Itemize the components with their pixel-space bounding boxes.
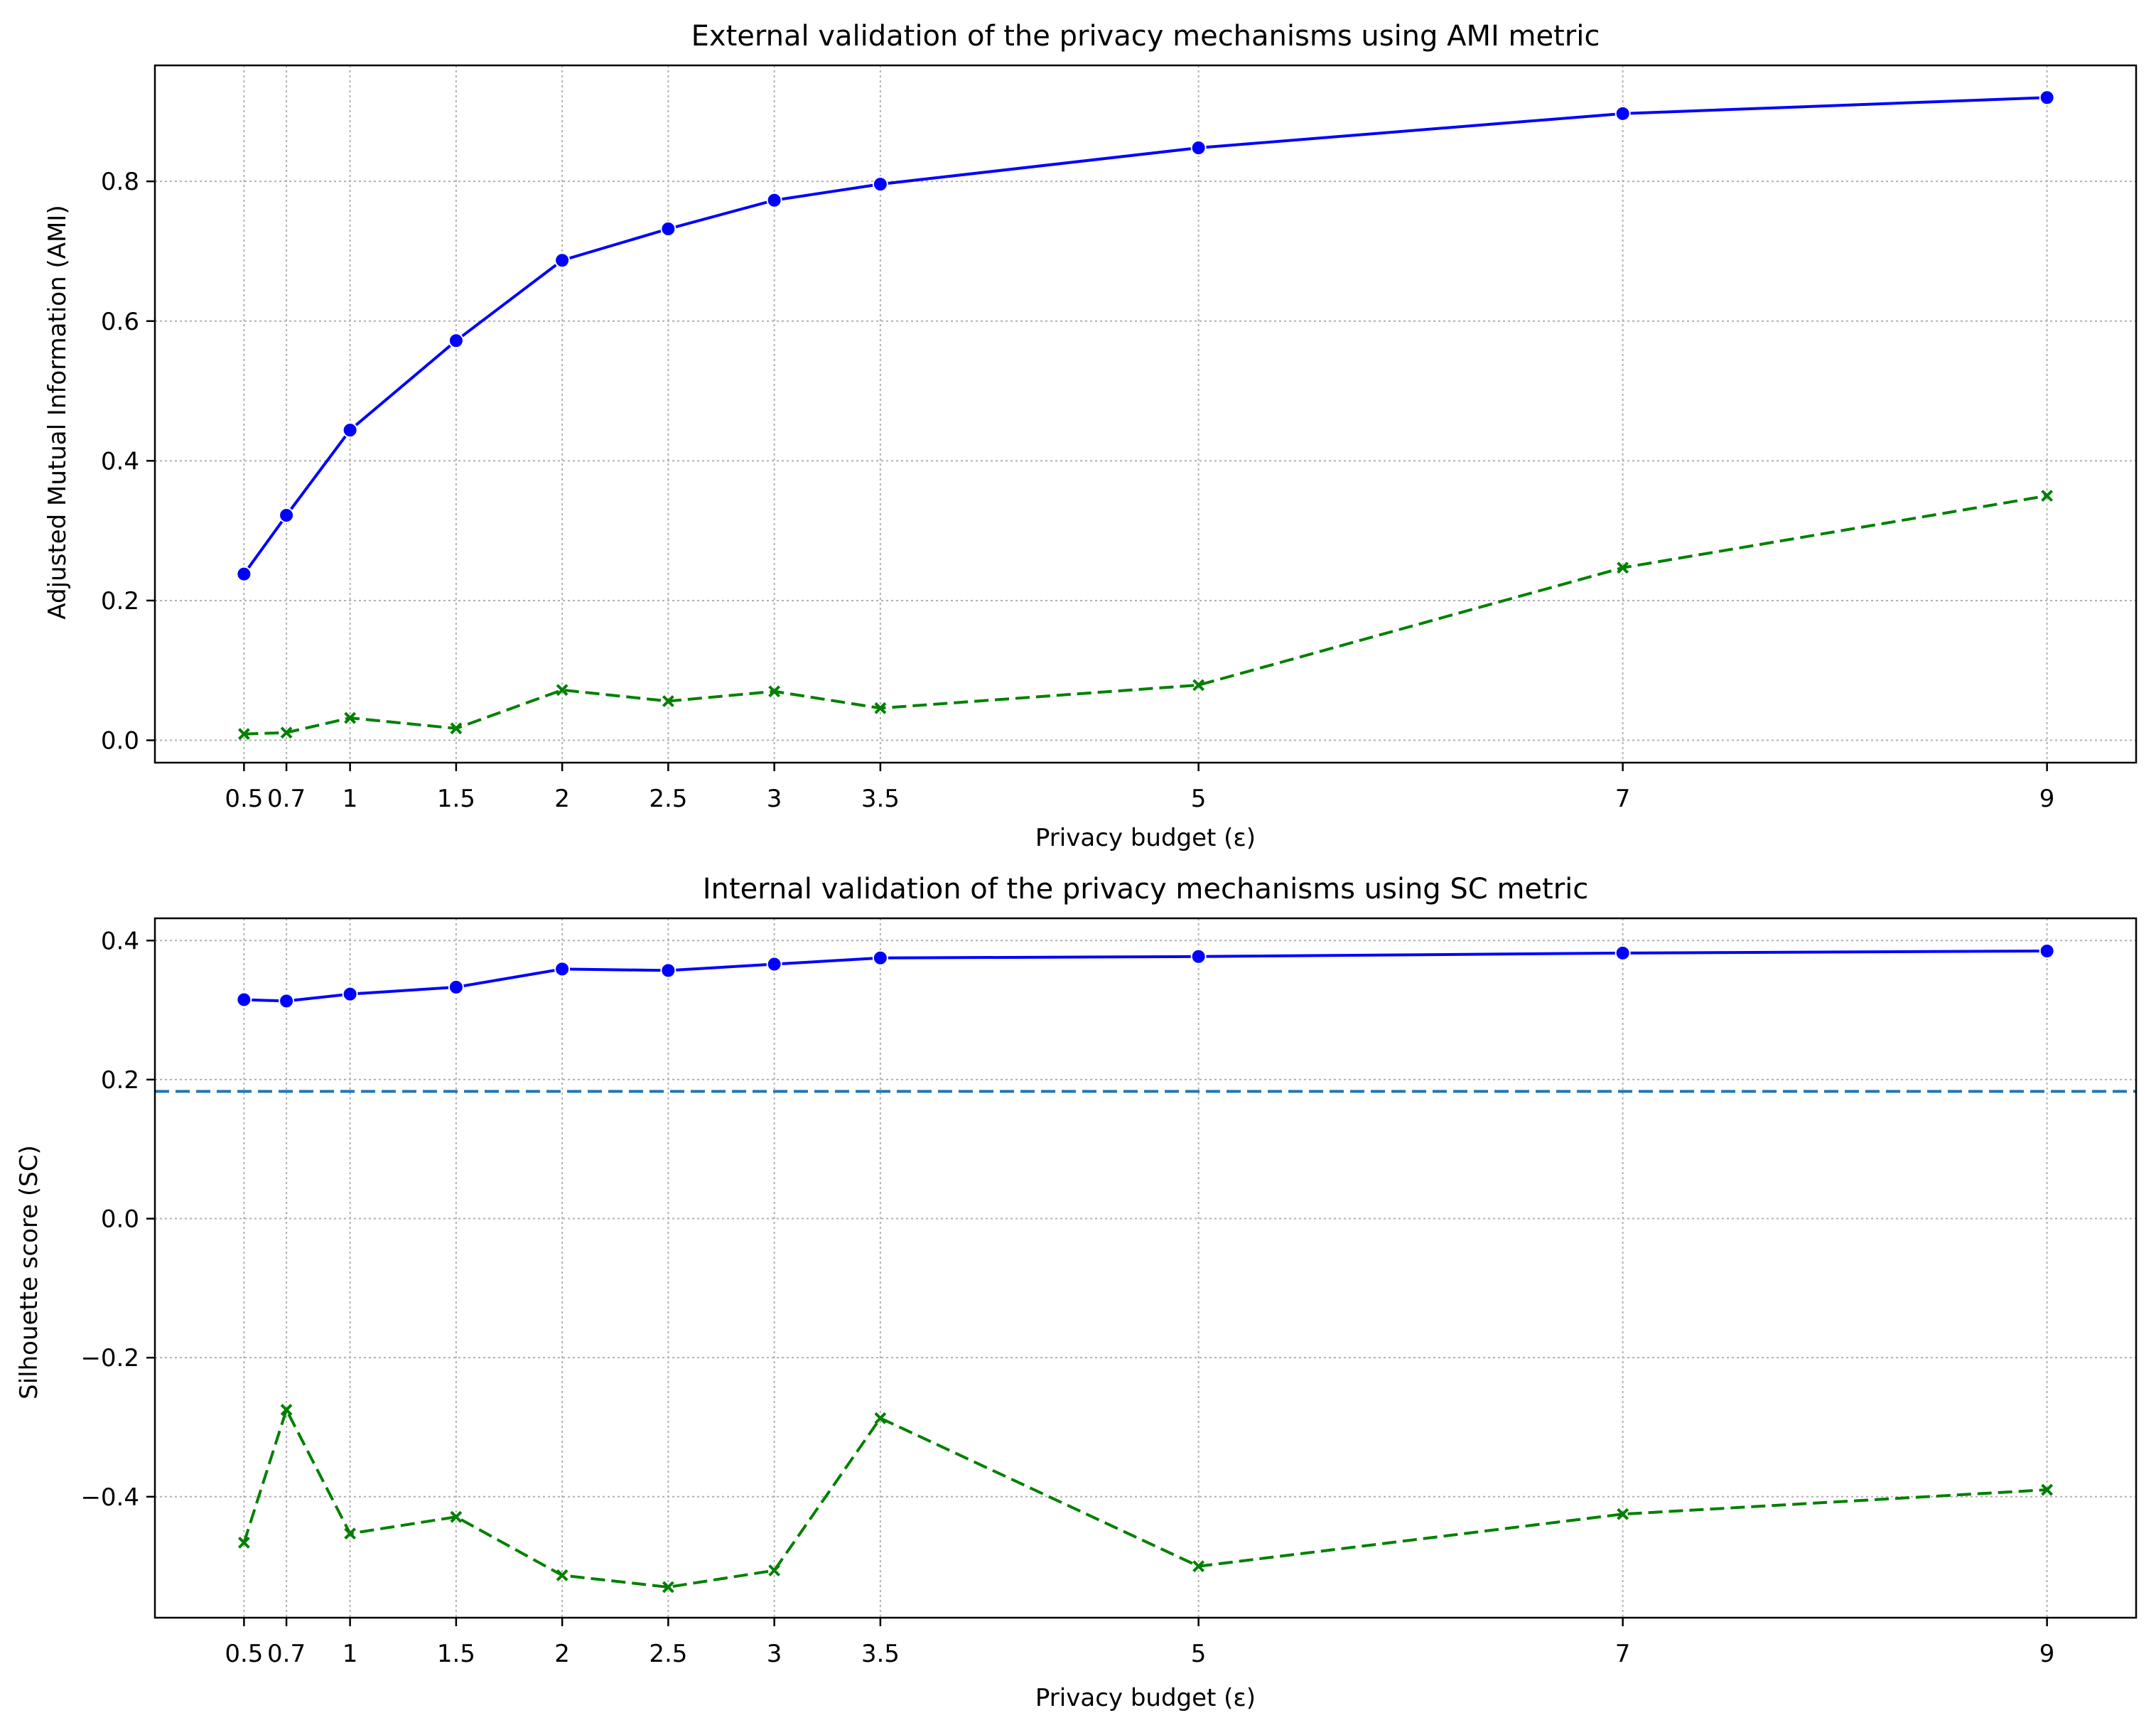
sc-series-1-point xyxy=(556,1569,568,1581)
sc-x-tick-label: 2 xyxy=(554,1640,570,1668)
sc-y-tick-label: 0.0 xyxy=(101,1205,139,1234)
ami-x-tick-label: 0.7 xyxy=(267,785,306,813)
ami-series-1-point xyxy=(450,722,463,735)
ami-x-tick-label: 9 xyxy=(2039,785,2055,813)
sc-series-1-line xyxy=(242,1408,2047,1589)
ami-x-axis-label: Privacy budget (ε) xyxy=(1035,824,1256,852)
sc-series-1-point xyxy=(1192,1560,1205,1573)
sc-axes-frame xyxy=(153,917,2138,1619)
ami-y-tick-label: 0.6 xyxy=(101,308,139,336)
ami-series-1-point xyxy=(662,695,674,707)
ami-series-0-point xyxy=(2039,90,2055,106)
sc-x-tick-label: 5 xyxy=(1191,1640,1207,1668)
ami-x-tick-label: 1.5 xyxy=(437,785,475,813)
ami-chart-title: External validation of the privacy mecha… xyxy=(691,20,1600,53)
sc-x-tick-label: 1 xyxy=(343,1640,358,1668)
sc-x-tick-label: 7 xyxy=(1615,1640,1631,1668)
ami-series-1-point xyxy=(344,711,357,724)
ami-series-1-point xyxy=(556,684,568,697)
ami-series-1-point xyxy=(1617,562,1629,574)
ami-series-0-point xyxy=(1190,139,1207,156)
ami-series-1-point xyxy=(2041,490,2054,502)
ami-series-0-line xyxy=(242,96,2047,575)
sc-series-0-point xyxy=(342,986,358,1002)
sc-x-tick-label: 3.5 xyxy=(861,1640,900,1668)
ami-x-tick-label: 1 xyxy=(343,785,358,813)
ami-series-0-point xyxy=(236,566,252,582)
sc-series-1-point xyxy=(2041,1483,2054,1496)
sc-x-tick-label: 3 xyxy=(767,1640,782,1668)
sc-series-0-point xyxy=(554,961,571,977)
sc-y-axis-label: Silhouette score (SC) xyxy=(15,1145,43,1399)
sc-series-1-point xyxy=(874,1412,887,1424)
ami-axes-frame xyxy=(153,64,2138,764)
ami-y-tick-label: 0.2 xyxy=(101,587,139,616)
sc-x-tick-label: 9 xyxy=(2039,1640,2055,1668)
sc-series-0-point xyxy=(1615,945,1631,961)
ami-x-tick-label: 7 xyxy=(1615,785,1631,813)
ami-series-1-point xyxy=(1192,679,1205,692)
ami-series-0-point xyxy=(766,192,782,208)
ami-series-1-point xyxy=(874,702,887,714)
ami-y-axis-label: Adjusted Mutual Information (AMI) xyxy=(43,205,72,619)
ami-series-1-point xyxy=(280,726,293,739)
sc-x-tick-label: 1.5 xyxy=(437,1640,475,1668)
ami-x-tick-label: 2 xyxy=(554,785,570,813)
ami-series-1-point xyxy=(237,728,250,741)
ami-series-0-point xyxy=(872,176,888,193)
ami-series-0-point xyxy=(279,507,295,524)
sc-series-1-point xyxy=(237,1536,250,1549)
ami-series-1-point xyxy=(768,685,781,698)
sc-series-1-point xyxy=(662,1581,674,1594)
sc-x-axis-label: Privacy budget (ε) xyxy=(1035,1684,1256,1712)
sc-x-tick-label: 0.5 xyxy=(225,1640,263,1668)
sc-series-1-point xyxy=(344,1527,357,1540)
sc-series-1-point xyxy=(768,1564,781,1576)
ami-y-tick-label: 0.8 xyxy=(101,168,139,196)
sc-series-0-point xyxy=(660,962,677,979)
ami-x-tick-label: 5 xyxy=(1191,785,1207,813)
ami-series-0-point xyxy=(554,252,571,269)
sc-x-tick-label: 2.5 xyxy=(649,1640,687,1668)
ami-x-tick-label: 3 xyxy=(767,785,782,813)
sc-series-0-point xyxy=(872,950,888,966)
sc-y-tick-label: −0.4 xyxy=(80,1483,139,1512)
ami-y-tick-label: 0.0 xyxy=(101,727,139,756)
sc-series-1-point xyxy=(1617,1508,1629,1520)
ami-y-tick-label: 0.4 xyxy=(101,447,139,476)
ami-x-tick-label: 0.5 xyxy=(225,785,263,813)
sc-plot-area xyxy=(155,918,2136,1618)
ami-x-tick-label: 3.5 xyxy=(861,785,900,813)
sc-y-tick-label: 0.2 xyxy=(101,1066,139,1095)
sc-series-0-point xyxy=(2039,942,2055,959)
sc-series-0-point xyxy=(279,993,295,1009)
ami-series-0-point xyxy=(1615,105,1631,122)
ami-series-0-point xyxy=(660,221,677,237)
sc-series-1-point xyxy=(450,1510,463,1523)
sc-series-0-line xyxy=(244,949,2047,1003)
sc-chart-title: Internal validation of the privacy mecha… xyxy=(703,873,1589,906)
sc-series-1-point xyxy=(280,1404,293,1416)
sc-series-0-point xyxy=(236,992,252,1008)
sc-y-tick-label: 0.4 xyxy=(101,927,139,955)
sc-series-0-point xyxy=(766,956,782,972)
ami-series-0-point xyxy=(448,333,464,349)
ami-series-0-point xyxy=(342,422,358,439)
sc-chart: Internal validation of the privacy mecha… xyxy=(15,873,2138,1712)
sc-x-tick-label: 0.7 xyxy=(267,1640,306,1668)
sc-y-tick-label: −0.2 xyxy=(80,1344,139,1372)
sc-series-0-point xyxy=(448,979,464,995)
ami-x-tick-label: 2.5 xyxy=(649,785,687,813)
ami-series-1-line xyxy=(244,494,2047,736)
ami-plot-area xyxy=(155,65,2136,763)
ami-chart: External validation of the privacy mecha… xyxy=(43,20,2138,852)
sc-series-0-point xyxy=(1190,948,1207,965)
